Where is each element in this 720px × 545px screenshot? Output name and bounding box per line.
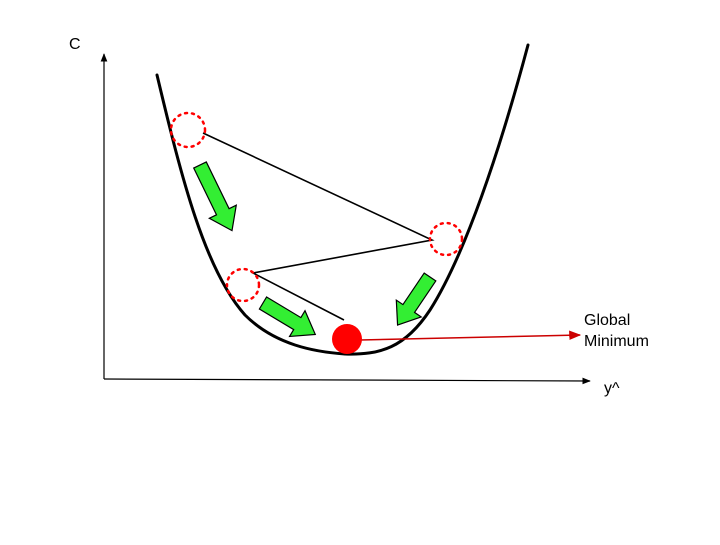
cost-curve — [155, 43, 530, 356]
dotted-circle-icon — [225, 267, 261, 303]
descent-path — [202, 132, 435, 321]
green-arrow-icon — [258, 296, 317, 338]
y-axis-label: C — [69, 36, 81, 53]
x-axis-label: y^ — [604, 380, 620, 397]
dotted-circle-icon — [169, 111, 207, 149]
minimum-pointer-arrow — [359, 330, 582, 341]
global-minimum-label-line1: Global — [584, 312, 630, 329]
dotted-circle-icon — [428, 221, 464, 257]
green-arrow-icon — [192, 161, 238, 232]
red-ball-icon — [332, 324, 362, 354]
global-minimum-label-line2: Minimum — [584, 333, 649, 350]
green-arrow-icon — [395, 272, 437, 326]
x-axis — [103, 377, 591, 385]
